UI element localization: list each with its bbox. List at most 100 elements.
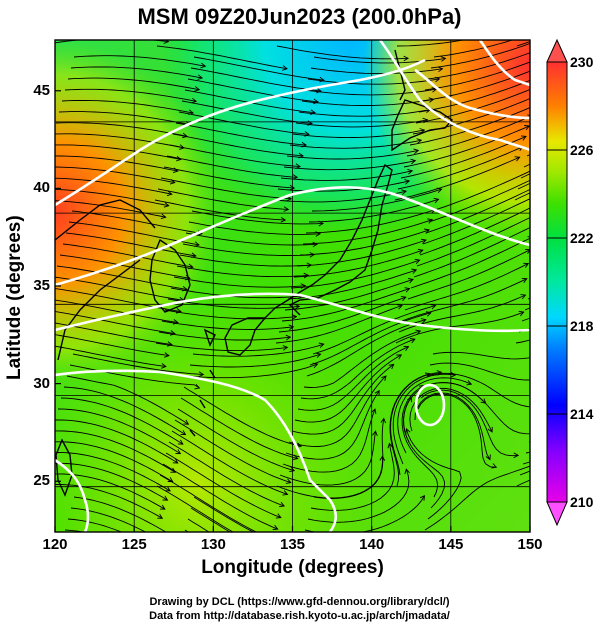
streamline-arrow <box>396 304 403 310</box>
streamline <box>70 66 203 79</box>
streamline <box>298 109 431 117</box>
streamline-arrow <box>280 217 287 223</box>
streamline-arrow <box>157 513 164 519</box>
korea-coast <box>149 238 191 313</box>
streamline-arrow <box>539 192 544 196</box>
streamline <box>55 288 181 312</box>
streamline-arrow <box>387 442 393 449</box>
streamline-arrow <box>401 189 408 195</box>
streamline <box>299 229 430 256</box>
streamline-arrow <box>198 371 205 378</box>
streamline <box>395 311 524 344</box>
colorbar-top-arrow <box>546 38 568 63</box>
streamline <box>293 249 423 278</box>
streamline-arrow <box>172 319 179 325</box>
streamline <box>296 239 427 267</box>
streamline <box>67 518 123 532</box>
streamline-arrow <box>380 417 387 424</box>
streamline <box>404 263 529 311</box>
korea-island-coast <box>203 328 216 347</box>
streamline-arrow <box>374 389 380 396</box>
streamline-arrow <box>514 156 521 162</box>
streamline <box>304 495 425 532</box>
streamline <box>283 160 416 171</box>
colorbar <box>546 38 568 527</box>
coastlines <box>55 49 454 497</box>
page-title: MSM 09Z20Jun2023 (200.0hPa) <box>137 4 462 29</box>
streamline-arrow <box>491 463 498 469</box>
streamline-arrow <box>163 40 170 44</box>
streamline <box>71 210 203 235</box>
streamline-arrow <box>194 86 201 92</box>
streamline <box>190 507 231 532</box>
streamline <box>185 232 318 246</box>
contour-line <box>55 292 530 333</box>
streamline-arrow <box>414 258 421 265</box>
streamline-arrow <box>430 304 437 310</box>
streamline <box>311 188 442 212</box>
streamline <box>308 198 439 223</box>
streamline <box>169 144 301 168</box>
y-axis-label: Latitude (degrees) <box>4 215 25 380</box>
streamline-arrow <box>312 241 319 248</box>
streamline <box>429 362 530 381</box>
streamline <box>59 254 190 279</box>
streamline <box>300 338 416 400</box>
streamline-arrow <box>404 287 411 293</box>
streamline-arrow <box>522 23 527 28</box>
contour-line <box>55 458 90 532</box>
streamline-arrow <box>411 268 418 274</box>
streamline-arrow <box>433 197 440 204</box>
streamline <box>55 345 166 367</box>
streamline-arrow <box>194 383 201 390</box>
streamline <box>392 373 456 465</box>
streamline <box>401 385 439 498</box>
streamline-arrow <box>527 114 530 120</box>
streamline <box>303 330 421 388</box>
contour-line <box>478 40 530 87</box>
streamline-arrow <box>556 22 561 27</box>
streamline-arrow <box>540 74 545 78</box>
streamline-arrow <box>533 213 538 217</box>
x-tick-label: 150 <box>517 536 543 553</box>
streamline-arrow <box>450 372 457 378</box>
streamline <box>171 430 288 495</box>
streamline <box>165 452 282 519</box>
streamline <box>193 56 324 81</box>
streamline <box>61 100 194 114</box>
streamline-arrow <box>409 338 416 344</box>
colorbar-tick-marks <box>547 61 567 503</box>
colorbar-tick-label: 210 <box>570 494 594 510</box>
streamline <box>295 119 428 128</box>
streamline <box>157 188 289 210</box>
streamline <box>65 232 196 257</box>
credit-drawing: Drawing by DCL (https://www.gfd-dennou.o… <box>149 596 450 608</box>
streamline <box>401 278 527 322</box>
streamline-arrow <box>523 262 530 268</box>
streamline <box>162 463 278 530</box>
streamline-arrow <box>162 495 169 501</box>
contour-line <box>55 58 426 207</box>
streamline <box>55 311 175 335</box>
streamline <box>55 122 188 137</box>
credit-data: Data from http://database.rish.kyoto-u.a… <box>149 610 450 622</box>
streamline-arrow <box>175 155 182 162</box>
streamline-arrow <box>270 537 275 541</box>
streamline <box>178 111 310 135</box>
streamline <box>413 227 530 278</box>
streamline-arrow <box>413 148 420 154</box>
streamline <box>72 353 204 375</box>
streamline-arrow <box>319 76 325 83</box>
x-tick-label: 125 <box>121 536 147 553</box>
streamline-arrow <box>291 314 298 320</box>
streamline <box>276 45 409 60</box>
streamline-arrow <box>288 324 295 331</box>
streamline-arrow <box>315 352 322 358</box>
x-tick-label: 130 <box>200 536 226 553</box>
streamline-arrow <box>166 190 173 197</box>
streamline-arrow <box>425 311 432 317</box>
streamline <box>73 496 167 532</box>
streamline <box>172 133 304 157</box>
streamline <box>389 373 431 487</box>
streamline-arrow <box>285 478 292 484</box>
